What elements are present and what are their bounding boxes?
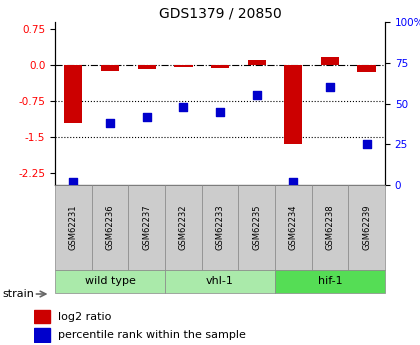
Bar: [174, 65, 192, 67]
Text: GSM62232: GSM62232: [179, 205, 188, 250]
Text: strain: strain: [2, 289, 34, 299]
Text: GSM62236: GSM62236: [105, 205, 115, 250]
Bar: [284, 65, 302, 144]
Bar: [34, 328, 50, 342]
Bar: [64, 65, 82, 123]
Bar: [211, 65, 229, 68]
Text: vhl-1: vhl-1: [206, 276, 234, 286]
Text: GSM62237: GSM62237: [142, 205, 151, 250]
Text: hif-1: hif-1: [318, 276, 342, 286]
Bar: [55, 185, 92, 270]
Text: GSM62233: GSM62233: [215, 205, 225, 250]
Text: percentile rank within the sample: percentile rank within the sample: [58, 330, 245, 340]
Text: GSM62231: GSM62231: [69, 205, 78, 250]
Bar: [137, 65, 156, 69]
Bar: [129, 185, 165, 270]
Bar: [92, 185, 129, 270]
Point: [327, 85, 333, 90]
Text: GSM62235: GSM62235: [252, 205, 261, 250]
Text: GSM62238: GSM62238: [326, 205, 334, 250]
Bar: [238, 185, 275, 270]
Bar: [275, 185, 312, 270]
Point: [217, 109, 223, 115]
Point: [180, 104, 187, 109]
Bar: [165, 185, 202, 270]
Bar: [34, 310, 50, 323]
Bar: [321, 57, 339, 65]
Text: log2 ratio: log2 ratio: [58, 312, 111, 322]
Point: [363, 141, 370, 147]
Bar: [55, 270, 165, 293]
Bar: [357, 65, 376, 72]
Bar: [165, 270, 275, 293]
Bar: [348, 185, 385, 270]
Bar: [202, 185, 238, 270]
Text: GSM62234: GSM62234: [289, 205, 298, 250]
Bar: [312, 185, 348, 270]
Point: [143, 114, 150, 119]
Bar: [275, 270, 385, 293]
Bar: [247, 60, 266, 65]
Point: [253, 92, 260, 98]
Point: [70, 179, 77, 185]
Bar: [101, 65, 119, 71]
Point: [107, 120, 113, 126]
Point: [290, 179, 297, 185]
Text: GSM62239: GSM62239: [362, 205, 371, 250]
Text: wild type: wild type: [84, 276, 135, 286]
Title: GDS1379 / 20850: GDS1379 / 20850: [159, 7, 281, 21]
